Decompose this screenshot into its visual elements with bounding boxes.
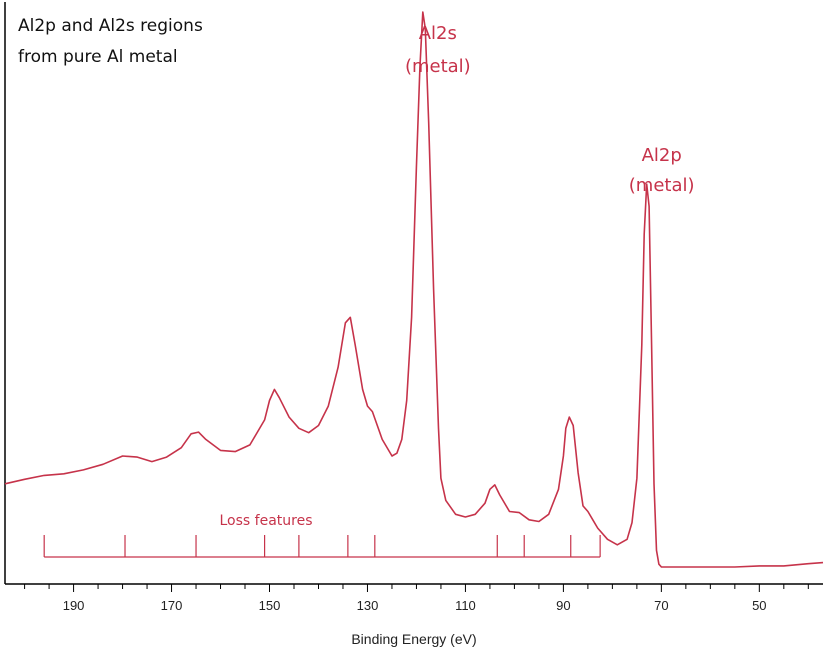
peak-annotation-line: Al2s — [419, 23, 457, 44]
peak-annotation-line: (metal) — [629, 175, 695, 196]
spectrum-line — [4, 11, 824, 568]
x-axis-ticks — [24, 584, 809, 592]
x-tick-label: 50 — [752, 598, 766, 613]
x-tick-label: 150 — [259, 598, 281, 613]
x-tick-label: 90 — [556, 598, 570, 613]
x-tick-label: 70 — [654, 598, 668, 613]
loss-features-label: Loss features — [220, 513, 313, 529]
x-axis-label: Binding Energy (eV) — [351, 631, 476, 647]
x-tick-label: 110 — [455, 598, 476, 613]
chart-title-line-2: from pure Al metal — [18, 47, 178, 67]
x-tick-label: 190 — [63, 598, 85, 613]
chart-title: Al2p and Al2s regions from pure Al metal — [18, 16, 203, 67]
plot-frame — [4, 2, 823, 585]
x-tick-label: 170 — [161, 598, 183, 613]
x-axis-tick-labels: 190 170 150 130 110 90 70 50 — [63, 598, 767, 613]
chart-title-line-1: Al2p and Al2s regions — [18, 16, 203, 36]
peak-annotation-line: (metal) — [405, 56, 471, 77]
peak-annotations: Al2s (metal) Al2p (metal) — [405, 23, 695, 196]
loss-features: Loss features — [43, 513, 601, 558]
x-tick-label: 130 — [357, 598, 379, 613]
peak-annotation-line: Al2p — [642, 145, 682, 166]
